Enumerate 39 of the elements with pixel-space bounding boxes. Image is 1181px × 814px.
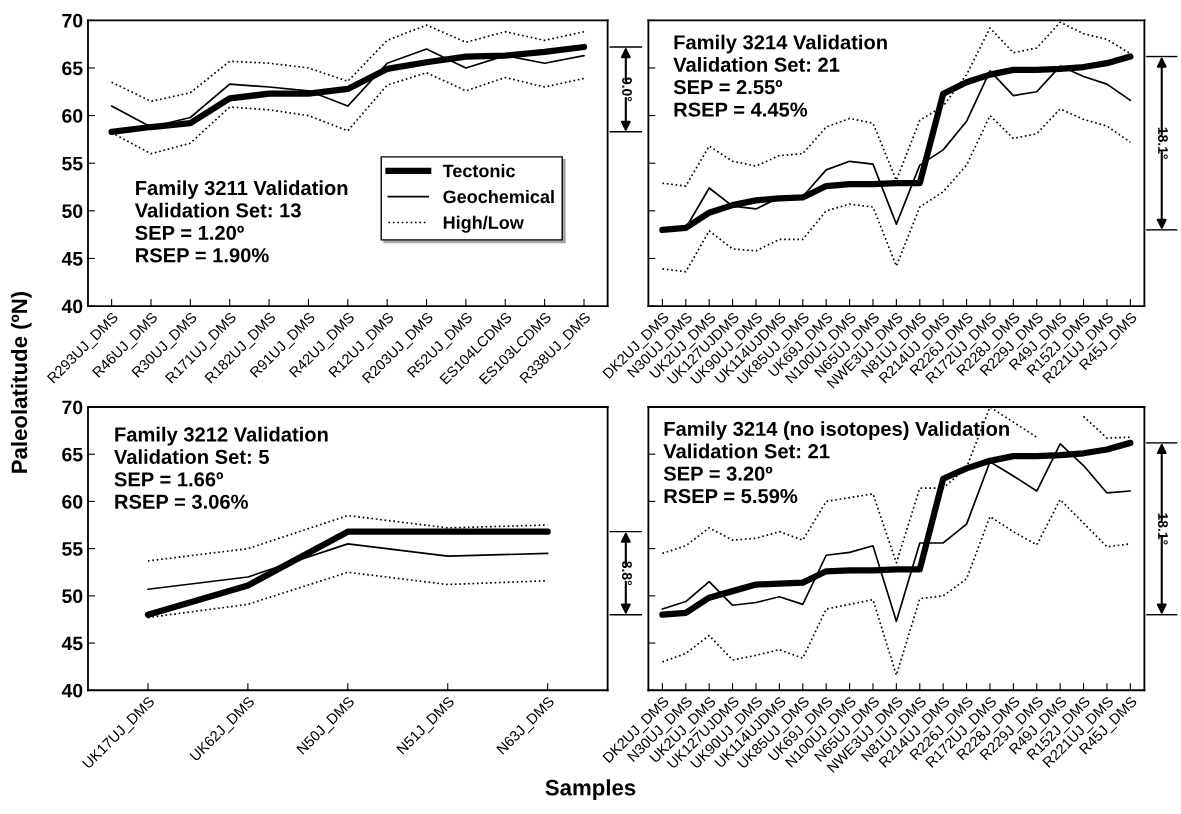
y-tick-label: 70 — [62, 400, 83, 415]
annotation: Validation Set: 21 — [663, 443, 830, 459]
y-tick-label: 70 — [62, 13, 83, 28]
annotation: Validation Set: 21 — [673, 57, 840, 72]
y-axis-title: Paleolatitude (ºN) — [10, 291, 32, 473]
annotation: RSEP = 3.06% — [115, 494, 248, 509]
y-tick-label: 50 — [62, 589, 83, 604]
annotation: RSEP = 5.59% — [664, 488, 798, 504]
annotation: RSEP = 4.45% — [674, 102, 808, 117]
legend-label: Tectonic — [442, 164, 515, 178]
annotation: SEP = 1.66º — [114, 472, 224, 487]
x-axis-title: Samples — [545, 779, 636, 800]
annotation: Validation Set: 13 — [134, 202, 301, 218]
y-tick-label: 60 — [62, 494, 83, 509]
y-tick-label: 55 — [62, 156, 83, 171]
legend-label: Geochemical — [443, 189, 554, 204]
y-tick-label: 45 — [61, 636, 83, 651]
text: Family 3214 Validation — [674, 34, 887, 54]
legend-label: High/Low — [443, 215, 524, 233]
text: Family 3211 Validation — [136, 180, 348, 200]
text: 8.8° — [622, 561, 632, 586]
y-tick-label: 50 — [62, 204, 83, 219]
annotation: RSEP = 1.90% — [136, 248, 269, 263]
annotation: Validation Set: 5 — [114, 449, 269, 465]
y-tick-label: 55 — [62, 542, 83, 556]
text: Family 3212 Validation — [115, 426, 328, 446]
text: Family 3214 (no isotopes) Validation — [664, 421, 1009, 440]
text: 9.0° — [622, 77, 632, 102]
text: 18.1° — [1158, 513, 1168, 545]
annotation: SEP = 2.55º — [673, 80, 783, 95]
y-tick-label: 60 — [62, 109, 83, 123]
annotation: SEP = 1.20º — [135, 225, 244, 240]
y-tick-label: 45 — [61, 252, 83, 266]
annotation: SEP = 3.20º — [663, 466, 773, 481]
y-tick-label: 40 — [61, 299, 83, 314]
text: 18.1° — [1158, 127, 1168, 159]
y-tick-label: 65 — [62, 447, 83, 462]
y-tick-label: 40 — [61, 683, 83, 698]
y-tick-label: 65 — [62, 61, 83, 76]
